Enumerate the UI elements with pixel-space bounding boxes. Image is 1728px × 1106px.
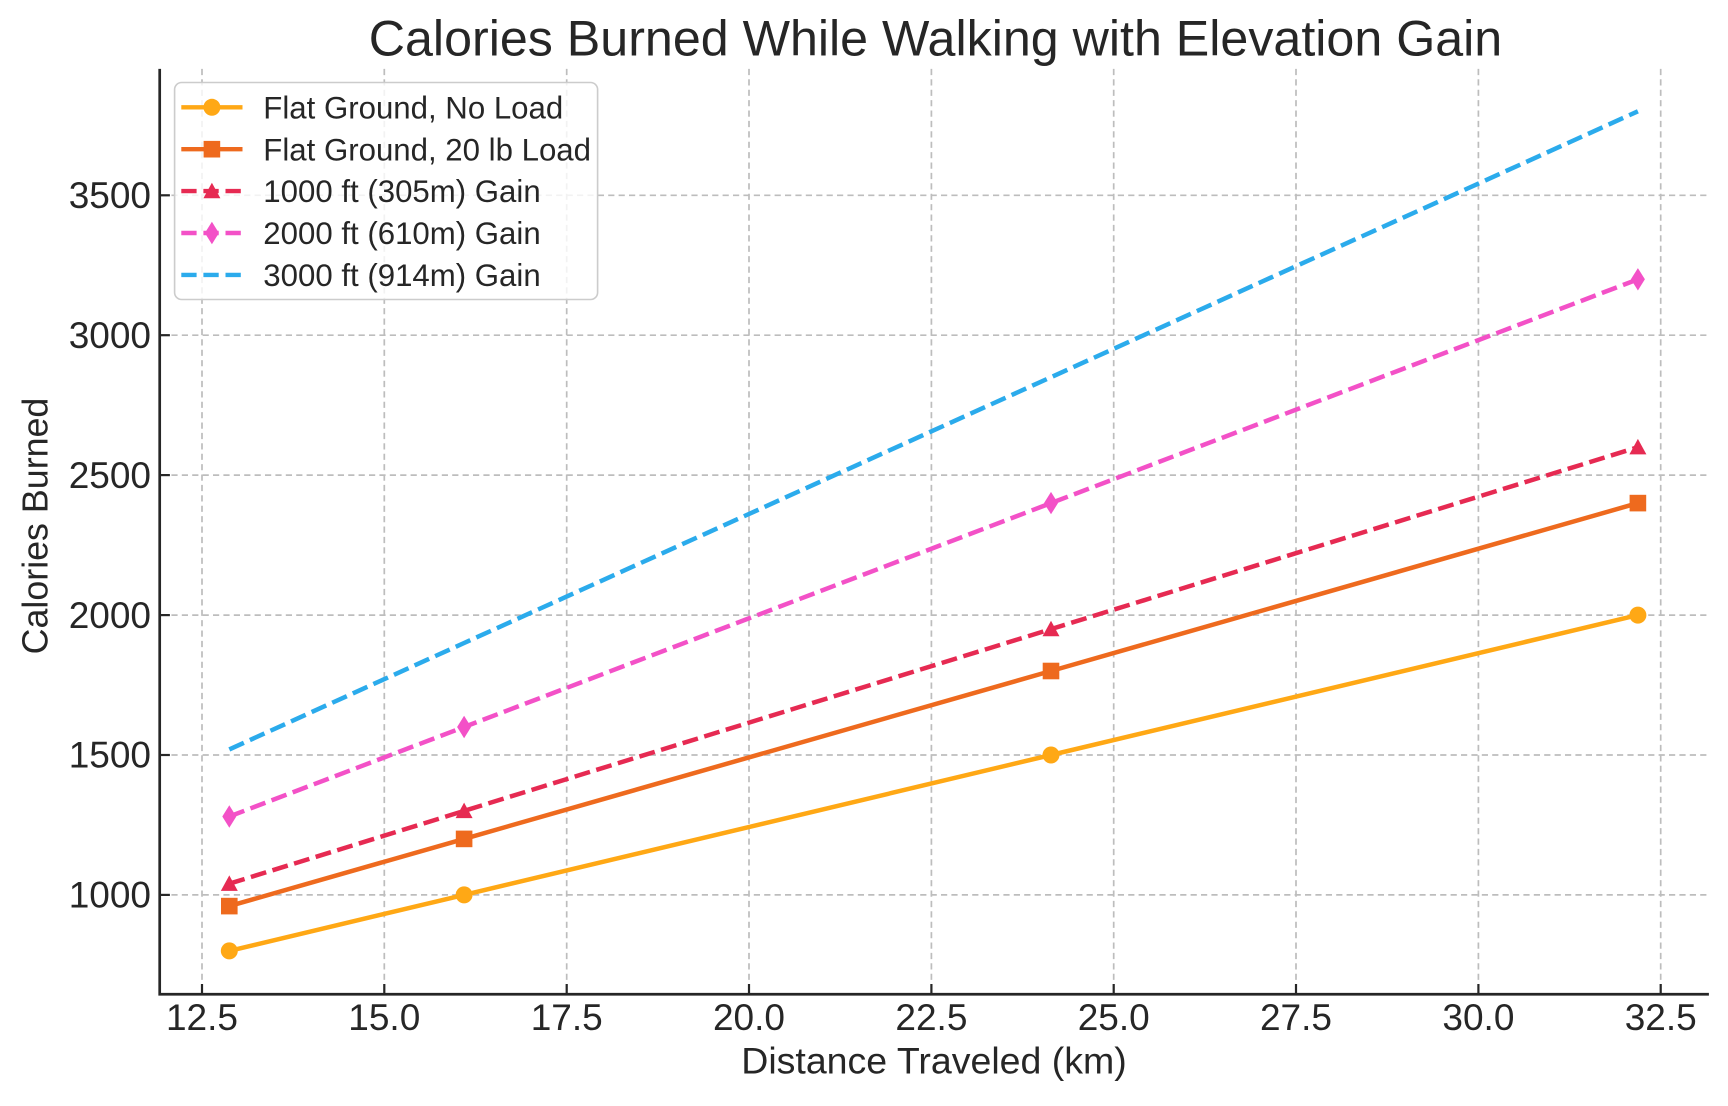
svg-text:Calories Burned While Walking: Calories Burned While Walking with Eleva… bbox=[369, 11, 1502, 67]
svg-text:27.5: 27.5 bbox=[1260, 997, 1332, 1038]
svg-text:22.5: 22.5 bbox=[895, 997, 967, 1038]
svg-text:2500: 2500 bbox=[69, 455, 151, 496]
svg-text:Flat Ground, 20 lb Load: Flat Ground, 20 lb Load bbox=[263, 132, 591, 167]
svg-text:12.5: 12.5 bbox=[166, 997, 238, 1038]
svg-text:Calories Burned: Calories Burned bbox=[16, 398, 56, 655]
svg-text:1500: 1500 bbox=[69, 735, 151, 776]
svg-text:25.0: 25.0 bbox=[1078, 997, 1150, 1038]
svg-text:20.0: 20.0 bbox=[713, 997, 785, 1038]
svg-text:30.0: 30.0 bbox=[1442, 997, 1514, 1038]
svg-text:1000 ft (305m) Gain: 1000 ft (305m) Gain bbox=[263, 174, 540, 209]
svg-text:Distance Traveled (km): Distance Traveled (km) bbox=[741, 1039, 1127, 1081]
svg-text:2000 ft (610m) Gain: 2000 ft (610m) Gain bbox=[263, 216, 540, 251]
svg-text:17.5: 17.5 bbox=[531, 997, 603, 1038]
svg-text:3000 ft (914m) Gain: 3000 ft (914m) Gain bbox=[263, 258, 540, 293]
svg-text:15.0: 15.0 bbox=[348, 997, 420, 1038]
svg-text:Flat Ground, No Load: Flat Ground, No Load bbox=[263, 91, 563, 126]
svg-text:3000: 3000 bbox=[69, 315, 151, 356]
svg-text:32.5: 32.5 bbox=[1625, 997, 1697, 1038]
svg-text:3500: 3500 bbox=[69, 175, 151, 216]
svg-text:1000: 1000 bbox=[69, 875, 151, 916]
svg-text:2000: 2000 bbox=[69, 595, 151, 636]
